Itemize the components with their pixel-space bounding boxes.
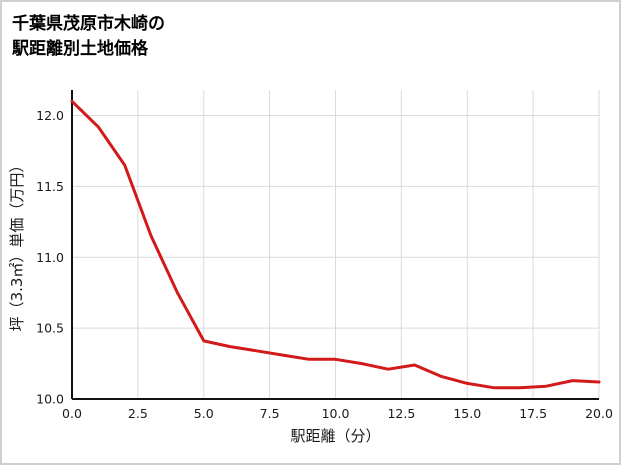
x-tick-label: 12.5 [387,406,415,421]
x-tick-label: 5.0 [194,406,214,421]
y-tick-label: 11.0 [36,250,64,265]
y-tick-label: 12.0 [36,108,64,123]
y-tick-label: 10.0 [36,392,64,407]
x-tick-label: 17.5 [519,406,547,421]
price-line [70,99,601,390]
chart-title-line1: 千葉県茂原市木崎の [12,14,165,34]
x-tick-label: 2.5 [128,406,148,421]
chart-title: 千葉県茂原市木崎の 駅距離別土地価格 [12,12,165,61]
x-axis-label: 駅距離（分） [290,427,380,445]
x-tick-label: 7.5 [260,406,280,421]
x-tick-label: 10.0 [322,406,350,421]
x-tick-label: 0.0 [62,406,82,421]
x-tick-label: 20.0 [585,406,613,421]
y-axis-label: 坪（3.3㎡）単価（万円） [8,158,26,332]
y-tick-label: 11.5 [36,179,64,194]
chart-title-line2: 駅距離別土地価格 [12,38,148,59]
x-tick-label: 15.0 [453,406,481,421]
y-tick-label: 10.5 [36,321,64,336]
